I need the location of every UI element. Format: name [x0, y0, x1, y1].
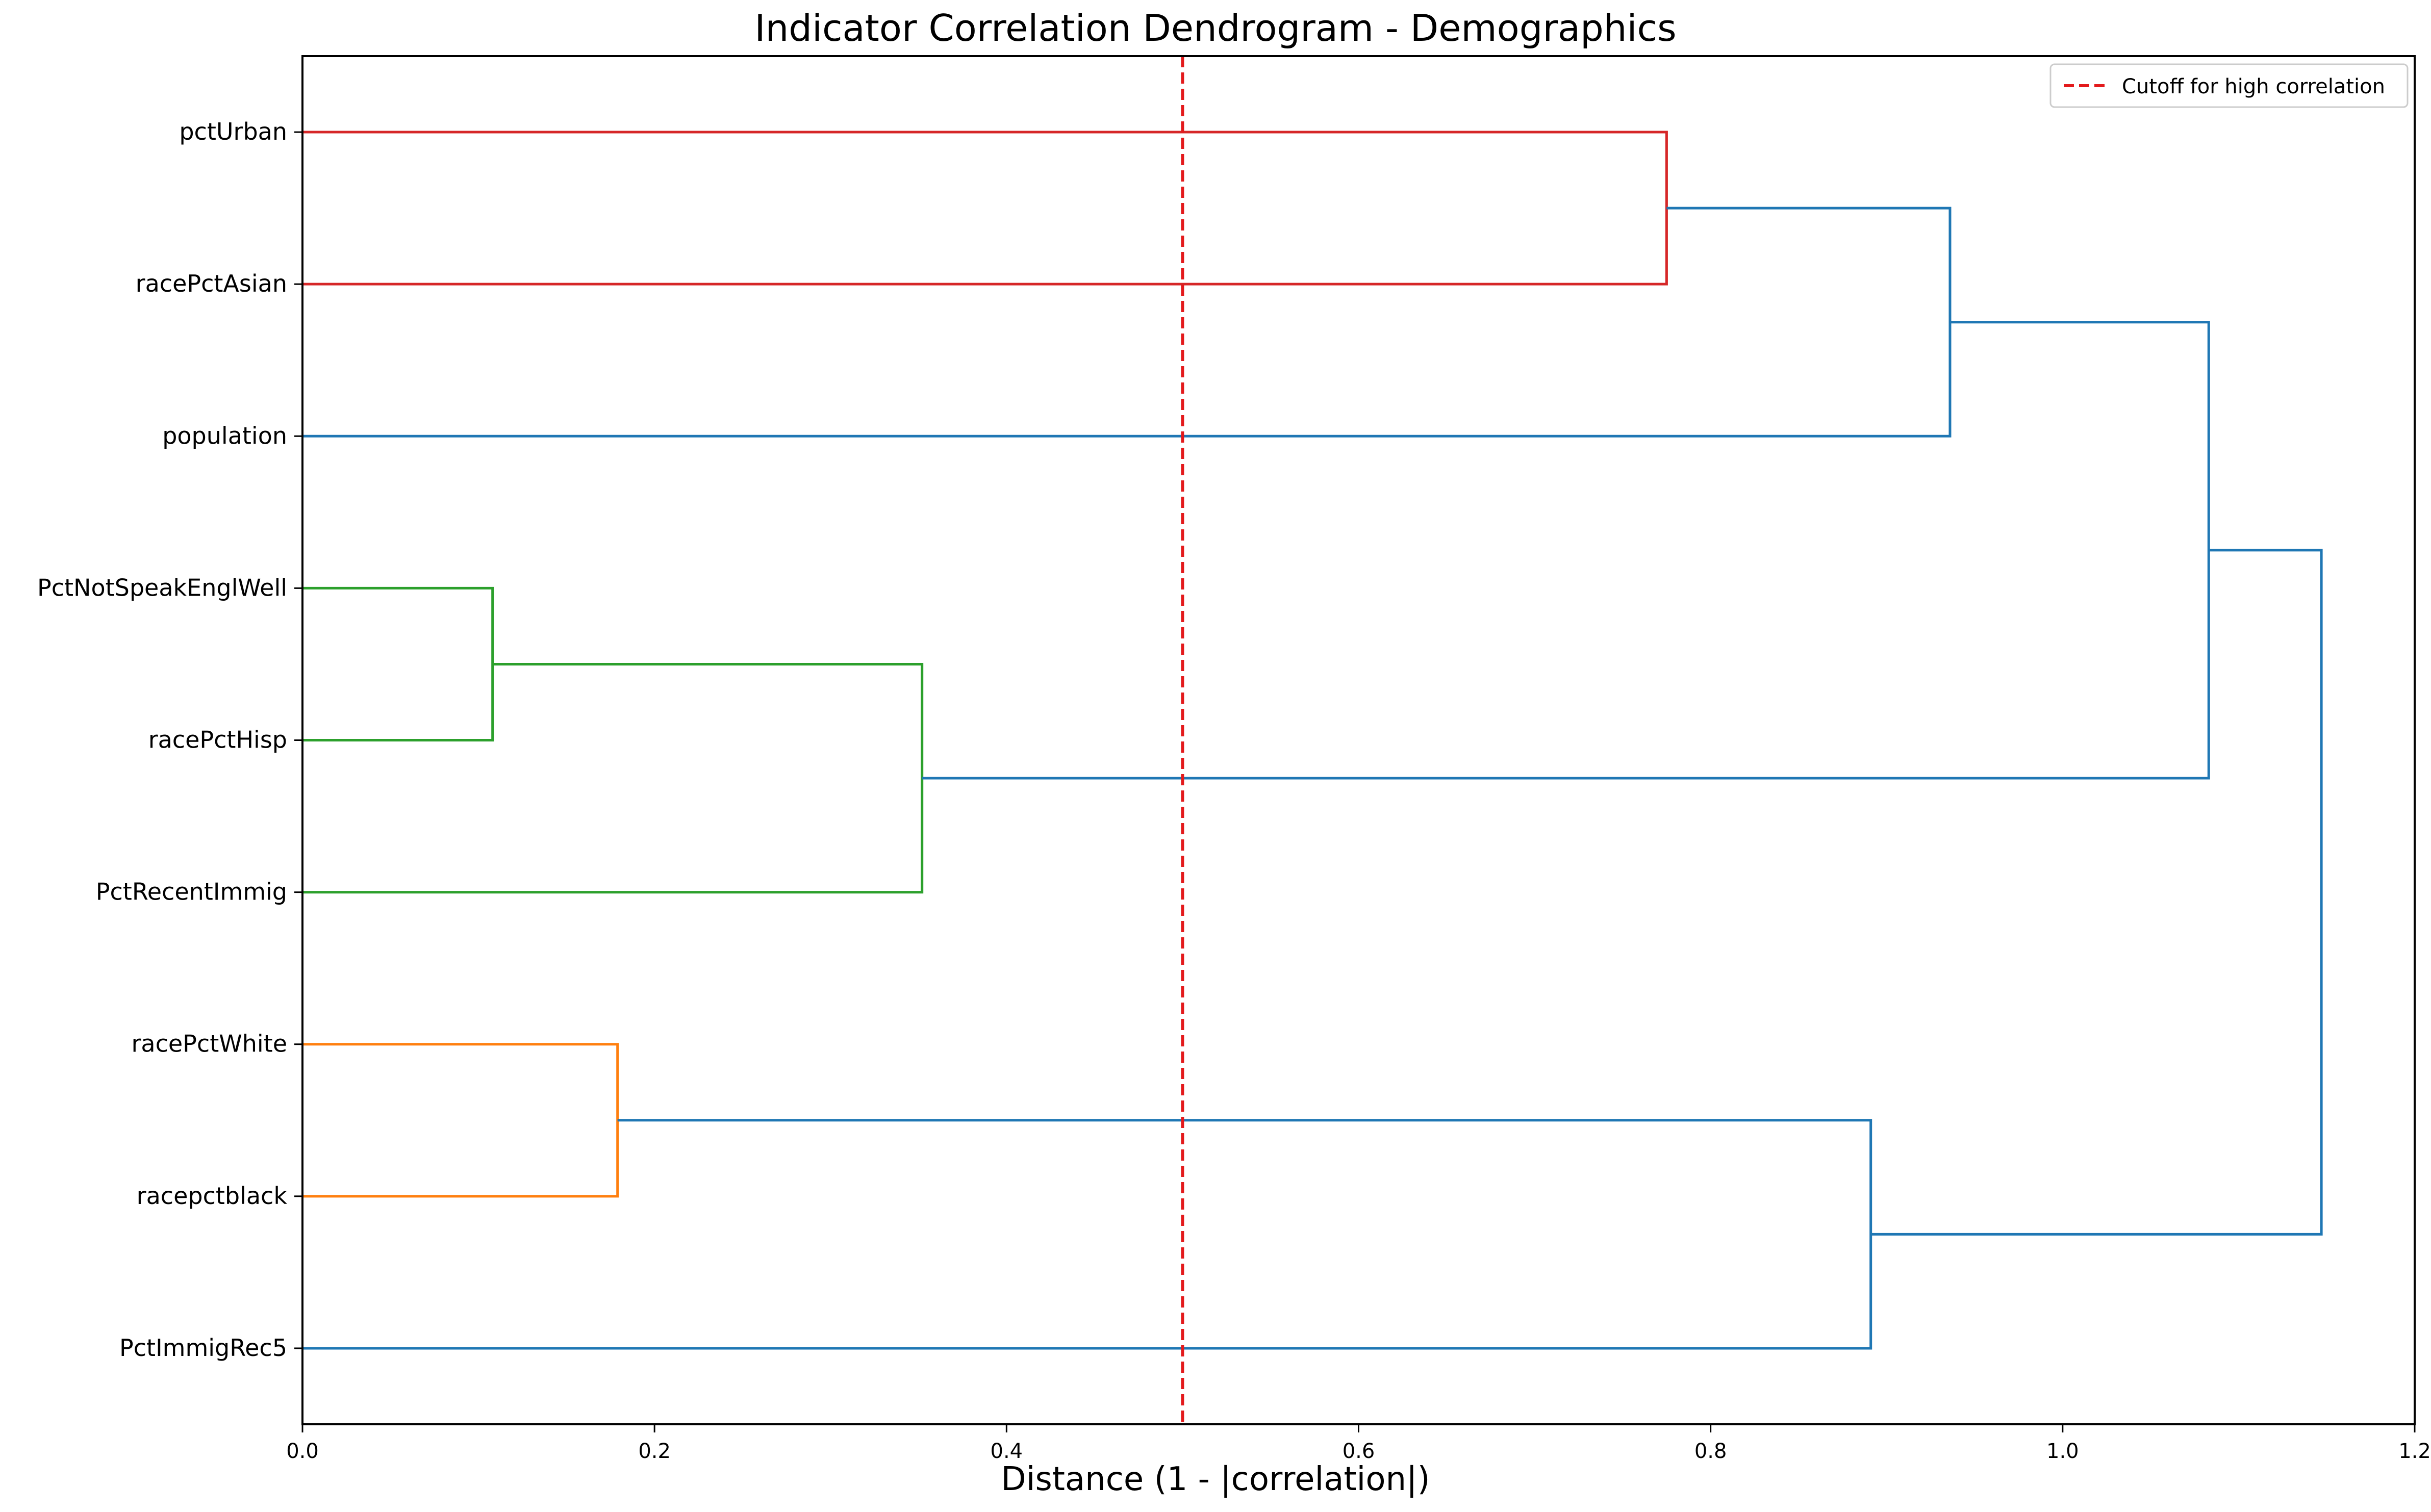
legend-cutoff-label: Cutoff for high correlation: [2122, 75, 2385, 98]
x-tick-label: 0.0: [286, 1440, 319, 1463]
x-axis-ticks: 0.0 0.2 0.4 0.6 0.8 1.0 1.2: [286, 1424, 2431, 1463]
x-tick-label: 0.8: [1694, 1440, 1727, 1463]
legend-box: [2049, 63, 2409, 108]
dendrogram-links: [302, 131, 2323, 1350]
leaf-label: racePctAsian: [136, 270, 287, 297]
leaf-label: PctRecentImmig: [96, 878, 287, 906]
leaf-label: racePctWhite: [131, 1030, 287, 1058]
dendrogram-link: [1870, 549, 2323, 1236]
leaf-label: population: [162, 422, 287, 449]
leaf-label: racePctHisp: [148, 726, 287, 754]
y-axis-leaf-labels: pctUrban racePctAsian population PctNotSpea…: [37, 118, 302, 1362]
x-axis-label: Distance (1 - |correlation|): [1001, 1460, 1430, 1498]
plot-frame: [301, 55, 2416, 1425]
leaf-label: pctUrban: [179, 118, 287, 145]
x-tick-label: 0.4: [991, 1440, 1023, 1463]
leaf-label: PctNotSpeakEnglWell: [37, 574, 287, 601]
legend: Cutoff for high correlation: [2049, 63, 2409, 108]
leaf-label: PctImmigRec5: [119, 1334, 287, 1362]
x-tick-label: 1.0: [2046, 1440, 2079, 1463]
x-tick-label: 1.2: [2398, 1440, 2431, 1463]
x-tick-label: 0.6: [1343, 1440, 1375, 1463]
leaf-label: racepctblack: [137, 1182, 288, 1210]
x-tick-label: 0.2: [638, 1440, 671, 1463]
chart-title: Indicator Correlation Dendrogram - Demog…: [754, 7, 1676, 49]
